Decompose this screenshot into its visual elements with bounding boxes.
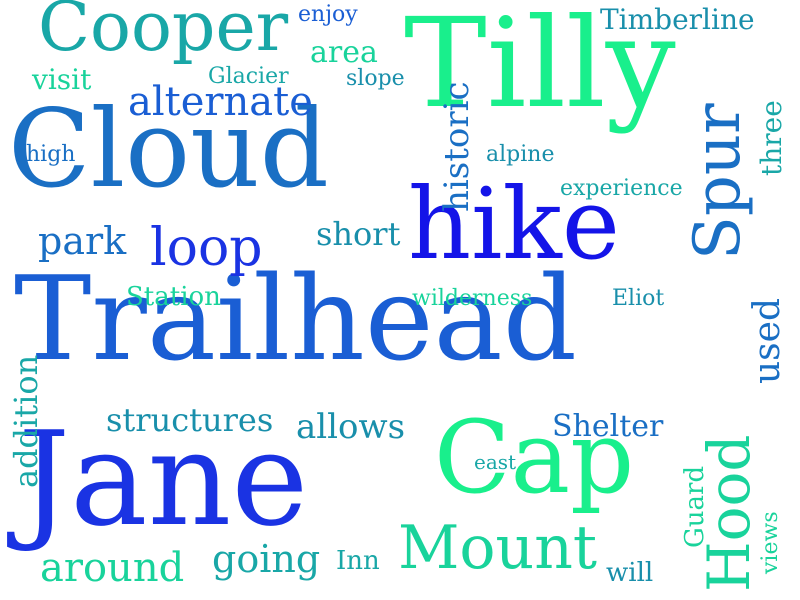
- word-jane: Jane: [18, 403, 309, 555]
- word-around: around: [40, 545, 185, 591]
- word-glacier: Glacier: [208, 64, 289, 89]
- word-three: three: [755, 100, 788, 176]
- word-visit: visit: [32, 63, 92, 96]
- word-hike: hike: [408, 168, 620, 282]
- word-high: high: [26, 142, 76, 167]
- word-inn: Inn: [336, 546, 380, 576]
- word-loop: loop: [150, 218, 263, 278]
- word-eliot: Eliot: [612, 286, 665, 311]
- word-cooper: Cooper: [38, 0, 289, 67]
- word-views: views: [758, 511, 783, 574]
- word-spur: Spur: [681, 103, 755, 260]
- word-tilly: Tilly: [404, 0, 676, 136]
- word-experience: experience: [560, 176, 683, 201]
- word-will: will: [606, 558, 654, 588]
- word-structures: structures: [106, 401, 274, 439]
- word-timberline: Timberline: [600, 3, 755, 36]
- word-park: park: [38, 219, 127, 263]
- word-going: going: [212, 537, 321, 581]
- word-short: short: [316, 215, 401, 253]
- word-east: east: [474, 450, 517, 474]
- word-enjoy: enjoy: [298, 2, 358, 27]
- word-historic: historic: [437, 81, 477, 212]
- word-shelter: Shelter: [552, 409, 664, 444]
- word-cloud: Cloud: [8, 87, 329, 212]
- word-cap: Cap: [434, 399, 635, 516]
- word-alpine: alpine: [486, 142, 555, 167]
- word-area: area: [310, 35, 378, 70]
- word-allows: allows: [296, 407, 406, 447]
- word-slope: slope: [346, 66, 405, 91]
- word-guard: Guard: [680, 465, 710, 548]
- word-station: Station: [126, 282, 221, 312]
- word-trailhead: Trailhead: [14, 252, 577, 387]
- word-mount: Mount: [398, 513, 597, 583]
- word-alternate: alternate: [128, 79, 313, 125]
- word-wilderness: wilderness: [412, 286, 533, 311]
- word-used: used: [747, 297, 788, 384]
- word-addition: addition: [7, 354, 45, 488]
